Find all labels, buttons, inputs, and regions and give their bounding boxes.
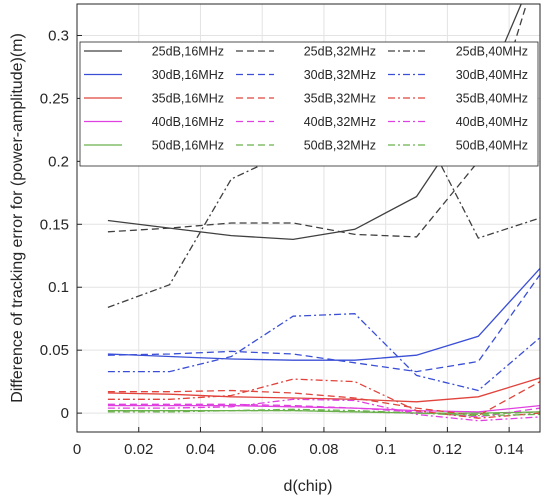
y-tick-label: 0.05: [40, 342, 69, 359]
plot-frame: [76, 3, 541, 433]
x-axis-label: d(chip): [284, 478, 333, 495]
x-tick-label: 0: [73, 441, 81, 458]
legend-label: 30dB,32MHz: [304, 68, 376, 82]
series-line: [107, 4, 528, 238]
legend-box: [79, 41, 539, 167]
y-axis-label: Difference of tracking error for (power-…: [9, 33, 26, 403]
series-line: [107, 398, 540, 422]
x-tick-label: 0.12: [433, 441, 462, 458]
legend-label: 35dB,16MHz: [152, 92, 224, 106]
x-tick-label: 0.04: [186, 441, 215, 458]
legend-label: 35dB,32MHz: [304, 92, 376, 106]
legend: 25dB,16MHz 30dB,16MHz 35dB,16MHz 40dB,16MHz…: [79, 41, 539, 167]
x-tick-label: 0.08: [309, 441, 338, 458]
series-line: [107, 267, 540, 361]
series-line: [107, 377, 540, 403]
x-tick-label: 0.1: [375, 441, 396, 458]
series-line: [107, 313, 540, 392]
legend-label: 50dB,32MHz: [304, 139, 376, 153]
series-line: [107, 404, 540, 413]
legend-label: 25dB,32MHz: [304, 45, 376, 59]
legend-label: 40dB,32MHz: [304, 115, 376, 129]
series-line: [107, 409, 540, 416]
y-tick-label: 0.2: [48, 153, 69, 170]
legend-label: 35dB,40MHz: [456, 92, 528, 106]
x-tick-label: 0.06: [248, 441, 277, 458]
legend-label: 30dB,40MHz: [456, 68, 528, 82]
series-line: [107, 408, 540, 417]
legend-label: 50dB,40MHz: [456, 139, 528, 153]
legend-label: 25dB,16MHz: [152, 45, 224, 59]
legend-label: 40dB,40MHz: [456, 115, 528, 129]
y-tick-label: 0.3: [48, 27, 69, 44]
series-line: [107, 274, 540, 373]
legend-label: 40dB,16MHz: [152, 115, 224, 129]
y-tick-label: 0: [61, 405, 69, 422]
legend-label: 50dB,16MHz: [152, 139, 224, 153]
legend-label: 25dB,40MHz: [456, 45, 528, 59]
series-line: [107, 403, 540, 418]
series-line: [107, 381, 540, 417]
x-tick-label: 0.02: [124, 441, 153, 458]
y-tick-label: 0.1: [48, 279, 69, 296]
legend-label: 30dB,16MHz: [152, 68, 224, 82]
y-tick-label: 0.15: [40, 216, 69, 233]
x-tick-label: 0.14: [495, 441, 524, 458]
axis-ticks: 0 0.02 0.04 0.06 0.08 0.1 0.12 0.14 0 0.05 0.1 0.15…: [40, 27, 524, 458]
y-tick-label: 0.25: [40, 90, 69, 107]
series-layer: [107, 4, 540, 422]
